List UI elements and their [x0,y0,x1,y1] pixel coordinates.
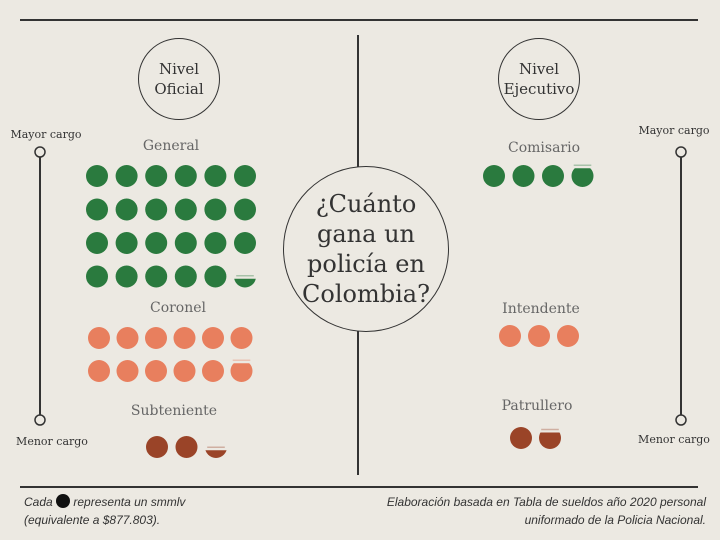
coin-mark [175,436,198,458]
coin-mark [230,327,253,349]
coin-mark [145,360,167,382]
coin-mark [204,265,227,288]
coin-mark [86,165,108,187]
category-coronel [88,327,253,382]
coin-mark [202,327,224,349]
category-subteniente [146,436,227,458]
partial-coin-mark [205,450,227,458]
partial-coin-mark [234,278,256,288]
mayor-cargo-right: Mayor cargo [638,124,710,137]
scale-right [675,146,687,426]
coin-mark [115,265,138,288]
partial-coin-mark [571,168,594,187]
title-line: Colombia? [302,280,430,308]
coin-mark [145,232,168,254]
coin-mark [145,165,168,187]
coin-mark [204,165,227,187]
coin-mark [499,325,521,347]
title-line: policía en [307,250,425,278]
partial-coin-mark [539,432,561,449]
coin-mark [173,327,196,349]
coin-mark [115,165,138,187]
coin-mark [174,165,197,187]
badge-line: Nivel [518,60,560,78]
coin-mark [204,232,227,254]
coin-mark [174,198,197,221]
coin-mark [234,198,256,221]
coin-mark [173,360,196,382]
bottom-rule [20,486,698,488]
partial-coin-mark [230,363,253,382]
label-intendente: Intendente [502,301,580,317]
category-intendente [499,325,579,347]
label-patrullero: Patrullero [501,398,573,414]
menor-cargo-left: Menor cargo [16,435,88,448]
coin-mark [202,360,224,382]
coin-mark [145,265,168,288]
coin-mark [116,360,139,382]
coin-mark [115,232,138,254]
foot-text: (equivalente a $877.803). [24,513,161,527]
footnote-left: Cada representa un smmlv (equivalente a … [24,493,185,529]
title-line: gana un [317,220,415,248]
coin-mark [86,265,108,288]
foot-text: uniformado de la Policia Nacional. [524,513,706,527]
coin-mark [528,325,550,347]
coin-mark [510,427,532,449]
badge-line: Oficial [154,80,204,98]
coin-mark [88,360,110,382]
label-general: General [142,138,200,154]
category-comisario [483,164,594,187]
coin-mark [542,165,564,187]
coin-mark [146,436,168,458]
title-line: ¿Cuánto [315,190,417,218]
coin-mark [116,327,139,349]
coin-mark [145,327,167,349]
coin-mark [483,165,505,187]
menor-cargo-right: Menor cargo [638,433,710,446]
nivel-ejecutivo-badge: Nivel Ejecutivo [498,38,580,120]
coin-mark [86,232,108,254]
coin-mark [204,198,227,221]
coin-icon [56,494,71,508]
nivel-oficial-badge: Nivel Oficial [138,38,220,120]
coin-mark [234,232,256,254]
label-coronel: Coronel [149,300,207,316]
foot-text: Elaboración basada en Tabla de sueldos a… [386,495,706,509]
coin-mark [88,327,110,349]
category-general [86,165,256,288]
main-title: ¿Cuánto gana un policía en Colombia? [283,166,449,332]
coin-mark [234,165,256,187]
label-comisario: Comisario [507,140,581,156]
coin-mark [115,198,138,221]
scale-left [34,146,46,426]
coin-mark [145,198,168,221]
top-rule [20,19,698,21]
badge-line: Ejecutivo [503,80,575,98]
coin-mark [512,165,535,187]
footnote-right: Elaboración basada en Tabla de sueldos a… [387,493,706,529]
label-subteniente: Subteniente [130,403,218,419]
coin-mark [557,325,579,347]
coin-mark [174,232,197,254]
foot-text: Cada [24,495,53,509]
foot-text: representa un smmlv [73,495,186,509]
category-patrullero [510,427,561,449]
badge-line: Nivel [158,60,200,78]
coin-mark [86,198,108,221]
mayor-cargo-left: Mayor cargo [10,128,82,141]
coin-mark [174,265,197,288]
